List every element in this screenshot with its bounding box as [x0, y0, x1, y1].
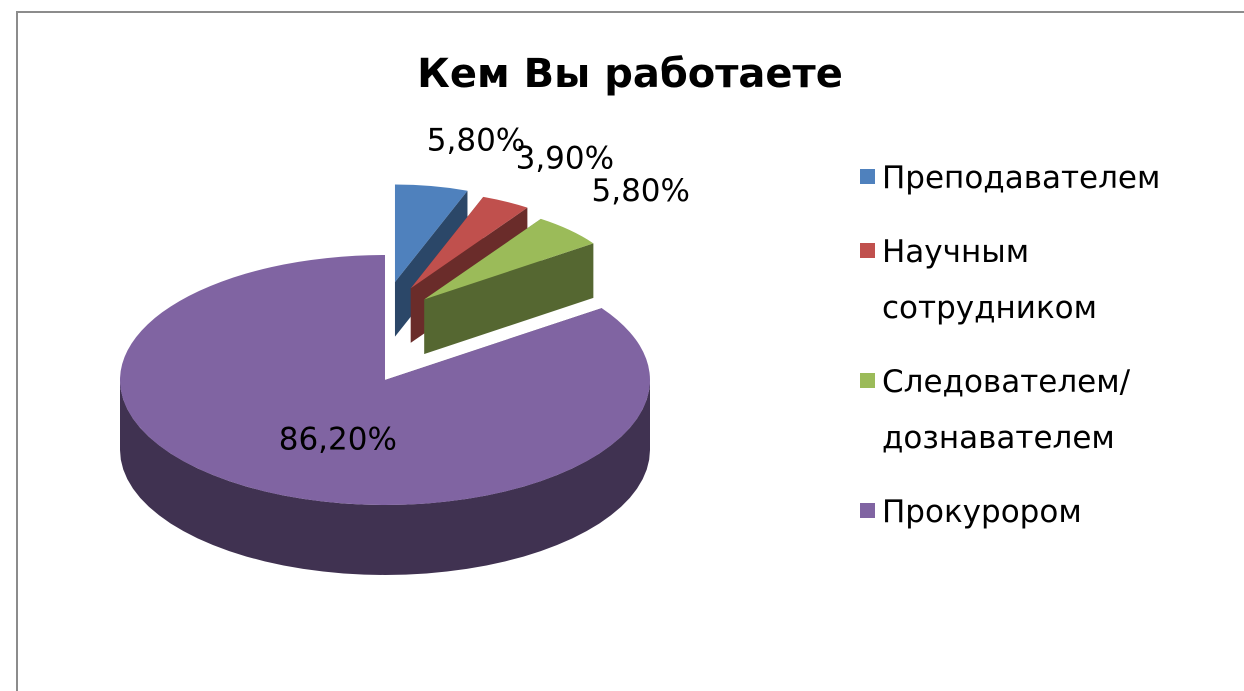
slice	[120, 255, 651, 575]
chart-title: Кем Вы работаете	[417, 51, 843, 97]
slice-top	[120, 255, 651, 506]
slice-wall	[120, 380, 650, 575]
slice-side	[424, 243, 594, 355]
slice-top	[424, 218, 594, 300]
slice	[424, 218, 594, 355]
legend-item: Прокурором	[860, 484, 1212, 540]
legend-swatch	[860, 503, 875, 518]
legend-label: Преподавателем	[882, 160, 1161, 196]
data-label: 5,80%	[592, 173, 690, 209]
data-label: 3,90%	[516, 141, 614, 177]
legend-swatch	[860, 169, 875, 184]
legend-label: Следователем/дознавателем	[882, 364, 1131, 456]
slice-top	[394, 184, 468, 283]
legend: Преподавателем Научным сотрудником Следова…	[860, 150, 1230, 558]
legend-swatch	[860, 373, 875, 388]
legend-item: Преподавателем	[860, 150, 1212, 206]
data-label: 5,80%	[427, 123, 525, 159]
slice-top	[410, 196, 528, 289]
legend-swatch	[860, 243, 875, 258]
legend-item: Следователем/дознавателем	[860, 354, 1212, 466]
legend-item: Научным сотрудником	[860, 224, 1212, 336]
legend-label: Прокурором	[882, 494, 1082, 530]
data-label: 86,20%	[279, 422, 397, 458]
legend-label: Научным сотрудником	[882, 234, 1098, 326]
